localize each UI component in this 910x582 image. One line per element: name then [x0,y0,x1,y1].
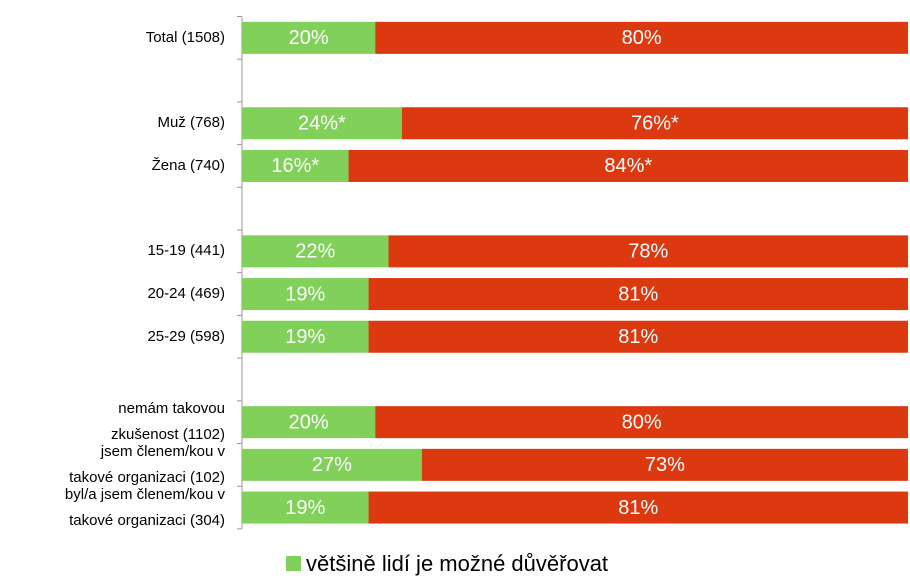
bar-segment [375,406,908,439]
bar-segment [388,235,908,268]
category-label: byl/a jsem členem/kou v takové organizac… [64,485,225,529]
bar-segment [368,491,908,524]
value-label: 27% [312,454,352,476]
value-label: 24%* [298,113,346,135]
value-label: 19% [285,283,325,305]
value-label: 81% [618,326,658,348]
bar-segment [242,149,349,182]
bar-segment [242,320,369,353]
bar-segment [368,278,908,311]
category-label: 15-19 (441) [147,242,225,260]
bar-segment [368,320,908,353]
value-label: 16%* [271,155,319,177]
value-label: 76%* [631,113,679,135]
bar-segment [242,406,376,439]
category-label: 25-29 (598) [147,327,225,345]
category-label: Muž (768) [157,114,225,132]
value-label: 81% [618,497,658,519]
bar-segment [421,448,908,481]
value-label: 80% [622,27,662,49]
category-label: Total (1508) [145,28,225,46]
value-label: 22% [295,241,335,263]
value-label: 20% [289,411,329,433]
value-label: 20% [289,27,329,49]
bar-segment [242,448,422,481]
bar-segment [242,235,389,268]
legend-label: většině lidí je možné důvěřovat [306,551,608,576]
value-label: 84%* [604,155,652,177]
bar-segment [242,107,402,140]
value-label: 19% [285,497,325,519]
legend-swatch [286,556,301,571]
category-label: nemám takovou zkušenost (1102) [111,400,225,444]
bar-segment [375,21,908,54]
value-label: 73% [645,454,685,476]
bar-segment [401,107,908,140]
category-label: jsem členem/kou v takové organizaci (102… [69,442,225,486]
category-label: 20-24 (469) [147,285,225,303]
bar-segment [348,149,908,182]
bar-segment [242,21,376,54]
value-label: 19% [285,326,325,348]
value-label: 80% [622,411,662,433]
category-label: Žena (740) [151,156,225,174]
bar-segment [242,491,369,524]
bar-segment [242,278,369,311]
value-label: 81% [618,283,658,305]
value-label: 78% [628,241,668,263]
